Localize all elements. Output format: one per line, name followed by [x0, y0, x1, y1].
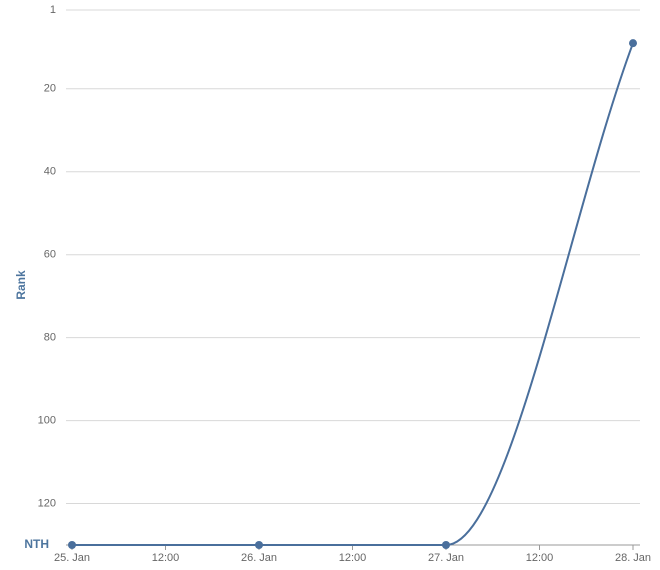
- point: [68, 541, 76, 549]
- y-tick-label: 1: [50, 4, 56, 16]
- point: [442, 541, 450, 549]
- x-tick-label: 12:00: [339, 552, 367, 564]
- y-tick-label: NTH: [24, 537, 49, 551]
- y-tick-label: 80: [44, 332, 56, 344]
- y-tick-label: 20: [44, 83, 56, 95]
- y-tick-label: 100: [38, 414, 56, 426]
- x-tick-label: 12:00: [152, 552, 180, 564]
- y-axis-title: Rank: [14, 270, 28, 300]
- line: [71, 42, 634, 547]
- x-tick-label: 26. Jan: [241, 552, 277, 564]
- x-tick-label: 25. Jan: [54, 552, 90, 564]
- x-tick-label: 28. Jan: [615, 552, 651, 564]
- point: [255, 541, 263, 549]
- y-tick-label: 120: [38, 497, 56, 509]
- x-tick-label: 27. Jan: [428, 552, 464, 564]
- y-tick-label: 60: [44, 249, 56, 261]
- y-tick-label: 40: [44, 166, 56, 178]
- x-tick-label: 12:00: [526, 552, 554, 564]
- point: [629, 39, 637, 48]
